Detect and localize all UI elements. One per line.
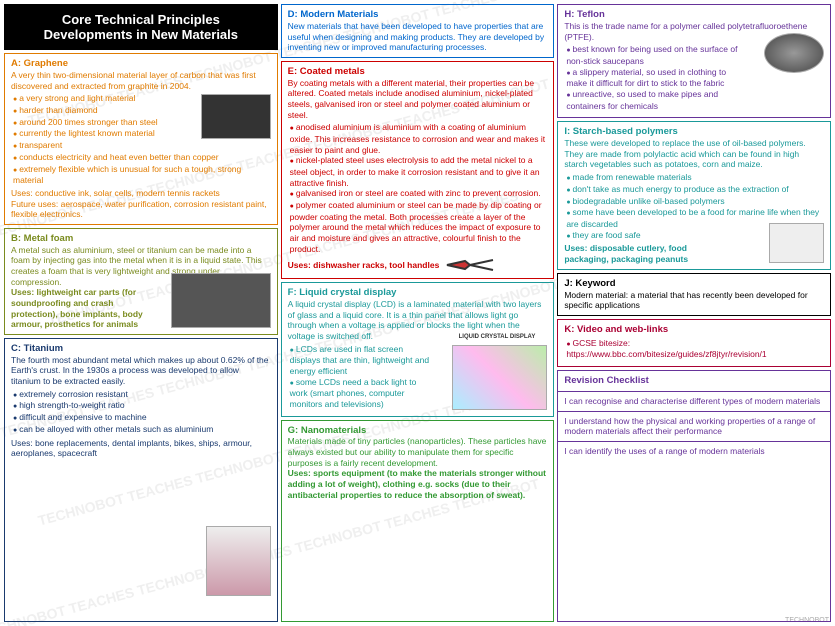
heading-b: B: Metal foam bbox=[11, 233, 271, 245]
heading-j: J: Keyword bbox=[564, 278, 824, 290]
metal-foam-image bbox=[171, 273, 271, 328]
section-h-teflon: H: Teflon This is the trade name for a p… bbox=[557, 4, 831, 118]
titanium-joint-image bbox=[206, 526, 271, 596]
heading-revision: Revision Checklist bbox=[558, 371, 830, 392]
pan-image bbox=[764, 33, 824, 73]
page-title: Core Technical PrinciplesDevelopments in… bbox=[4, 4, 278, 50]
section-c-titanium: C: Titanium The fourth most abundant met… bbox=[4, 338, 278, 622]
checklist-item: I understand how the physical and workin… bbox=[558, 412, 830, 442]
graphene-image bbox=[201, 94, 271, 139]
checklist-item: I can identify the uses of a range of mo… bbox=[558, 442, 830, 461]
section-j-keyword: J: Keyword Modern material: a material t… bbox=[557, 273, 831, 316]
section-f-lcd: F: Liquid crystal display A liquid cryst… bbox=[281, 282, 555, 416]
section-i-starch-polymers: I: Starch-based polymers These were deve… bbox=[557, 121, 831, 269]
heading-i: I: Starch-based polymers bbox=[564, 126, 824, 138]
section-g-nanomaterials: G: Nanomaterials Materials made of tiny … bbox=[281, 420, 555, 623]
lcd-image bbox=[452, 345, 547, 410]
section-d-modern-materials: D: Modern Materials New materials that h… bbox=[281, 4, 555, 58]
section-a-graphene: A: Graphene A very thin two-dimensional … bbox=[4, 53, 278, 225]
section-e-coated-metals: E: Coated metals By coating metals with … bbox=[281, 61, 555, 279]
heading-g: G: Nanomaterials bbox=[288, 425, 548, 437]
lcd-caption: LIQUID CRYSTAL DISPLAY bbox=[459, 334, 536, 342]
cutlery-image bbox=[769, 223, 824, 263]
section-k-links: K: Video and web-links GCSE bitesize: ht… bbox=[557, 319, 831, 367]
heading-h: H: Teflon bbox=[564, 9, 824, 21]
heading-e: E: Coated metals bbox=[288, 66, 548, 78]
heading-k: K: Video and web-links bbox=[564, 324, 824, 336]
pliers-icon bbox=[445, 256, 495, 274]
main-grid: Core Technical PrinciplesDevelopments in… bbox=[4, 4, 831, 622]
heading-c: C: Titanium bbox=[11, 343, 271, 355]
checklist-item: I can recognise and characterise differe… bbox=[558, 392, 830, 412]
bitesize-link[interactable]: GCSE bitesize: https://www.bbc.com/bites… bbox=[566, 338, 766, 360]
heading-a: A: Graphene bbox=[11, 58, 271, 70]
heading-f: F: Liquid crystal display bbox=[288, 287, 548, 299]
revision-checklist: Revision Checklist I can recognise and c… bbox=[557, 370, 831, 622]
heading-d: D: Modern Materials bbox=[288, 9, 548, 21]
section-b-metal-foam: B: Metal foam A metal such as aluminium,… bbox=[4, 228, 278, 335]
